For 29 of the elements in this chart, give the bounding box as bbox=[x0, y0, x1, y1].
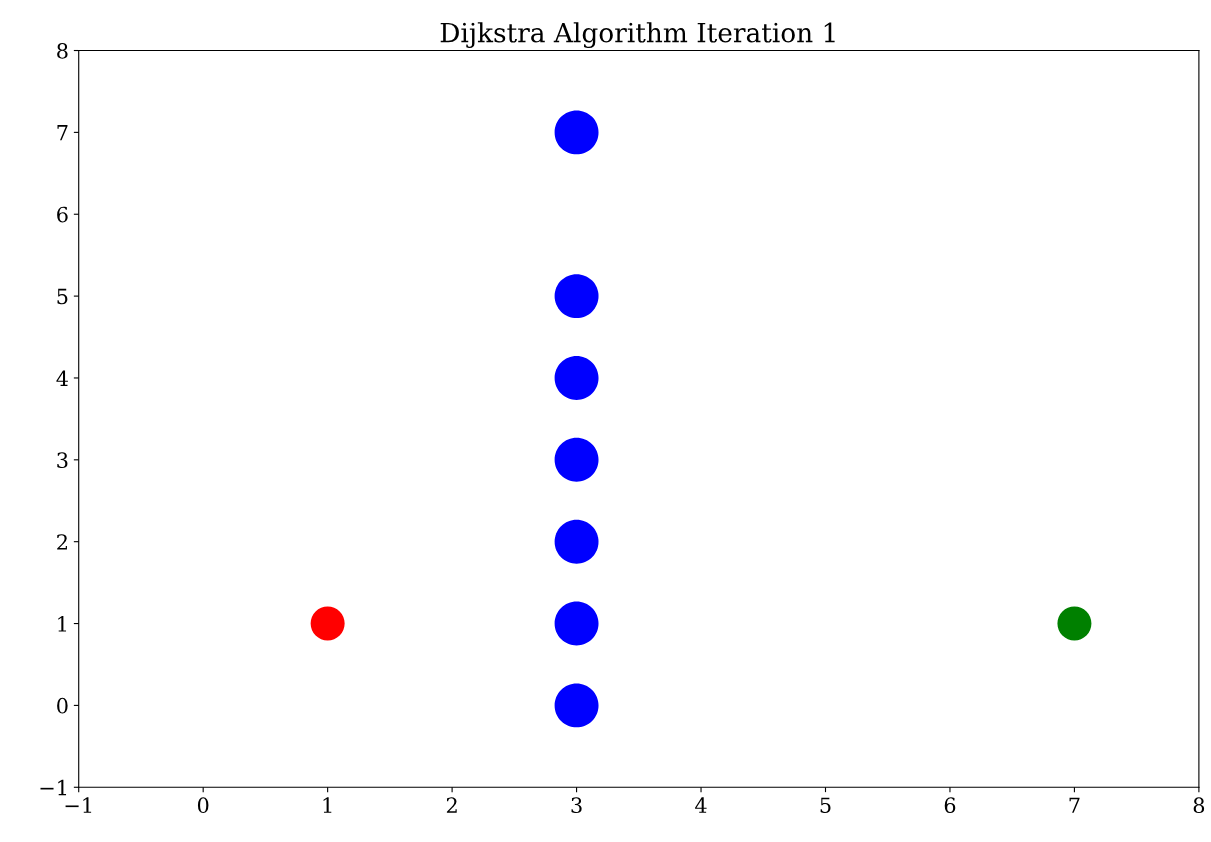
chart-title: Dijkstra Algorithm Iteration 1 bbox=[440, 22, 835, 49]
point bbox=[554, 437, 599, 482]
y-tick-label: 0 bbox=[57, 697, 68, 714]
point bbox=[1057, 606, 1092, 641]
x-tick-label: 0 bbox=[197, 797, 209, 814]
point bbox=[554, 110, 599, 155]
x-tick-label: 4 bbox=[695, 797, 707, 813]
point bbox=[554, 683, 599, 728]
y-tick-label: 7 bbox=[57, 125, 68, 141]
point bbox=[554, 519, 599, 564]
x-tick-label: 3 bbox=[571, 797, 582, 814]
y-tick-label: 3 bbox=[57, 452, 68, 469]
point bbox=[554, 356, 599, 400]
point bbox=[310, 606, 345, 641]
point bbox=[554, 601, 599, 646]
x-tick-label: 6 bbox=[944, 797, 956, 814]
x-tick-label: 5 bbox=[820, 797, 831, 814]
y-tick-label: 5 bbox=[57, 288, 68, 305]
y-tick-label: 6 bbox=[57, 206, 68, 223]
x-tick-label: 7 bbox=[1069, 797, 1080, 813]
x-tick-label: 2 bbox=[446, 797, 457, 813]
y-tick-label: 1 bbox=[58, 616, 67, 632]
y-tick-label: 2 bbox=[57, 534, 67, 550]
point bbox=[554, 274, 599, 319]
x-tick-label: 1 bbox=[323, 797, 332, 813]
y-tick-label: 8 bbox=[57, 42, 68, 59]
x-tick-label: 8 bbox=[1193, 797, 1205, 814]
y-tick-label: 4 bbox=[56, 370, 68, 386]
y-tick-label: −1 bbox=[40, 779, 67, 796]
